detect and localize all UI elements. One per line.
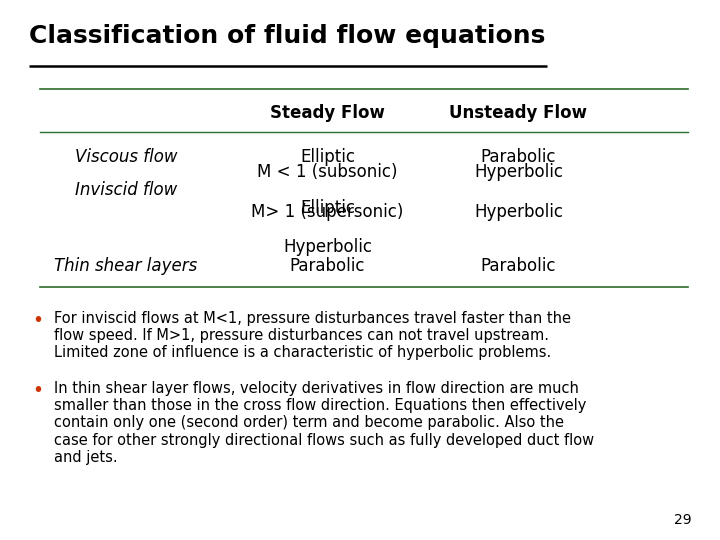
Text: Elliptic: Elliptic <box>300 199 355 217</box>
Text: Hyperbolic: Hyperbolic <box>283 238 372 256</box>
Text: Classification of fluid flow equations: Classification of fluid flow equations <box>29 24 545 48</box>
Text: Hyperbolic: Hyperbolic <box>474 163 563 181</box>
Text: •: • <box>32 381 43 400</box>
Text: Steady Flow: Steady Flow <box>270 104 385 123</box>
Text: In thin shear layer flows, velocity derivatives in flow direction are much
small: In thin shear layer flows, velocity deri… <box>54 381 594 465</box>
Text: •: • <box>32 310 43 329</box>
Text: Parabolic: Parabolic <box>481 256 556 275</box>
Text: Parabolic: Parabolic <box>290 256 365 275</box>
Text: M> 1 (supersonic): M> 1 (supersonic) <box>251 202 404 221</box>
Text: Unsteady Flow: Unsteady Flow <box>449 104 588 123</box>
Text: For inviscid flows at M<1, pressure disturbances travel faster than the
flow spe: For inviscid flows at M<1, pressure dist… <box>54 310 571 360</box>
Text: Viscous flow: Viscous flow <box>75 147 177 166</box>
Text: M < 1 (subsonic): M < 1 (subsonic) <box>257 163 398 181</box>
Text: Thin shear layers: Thin shear layers <box>55 256 197 275</box>
Text: Parabolic: Parabolic <box>481 147 556 166</box>
Text: Inviscid flow: Inviscid flow <box>75 181 177 199</box>
Text: 29: 29 <box>674 512 691 526</box>
Text: Elliptic: Elliptic <box>300 147 355 166</box>
Text: Hyperbolic: Hyperbolic <box>474 202 563 221</box>
